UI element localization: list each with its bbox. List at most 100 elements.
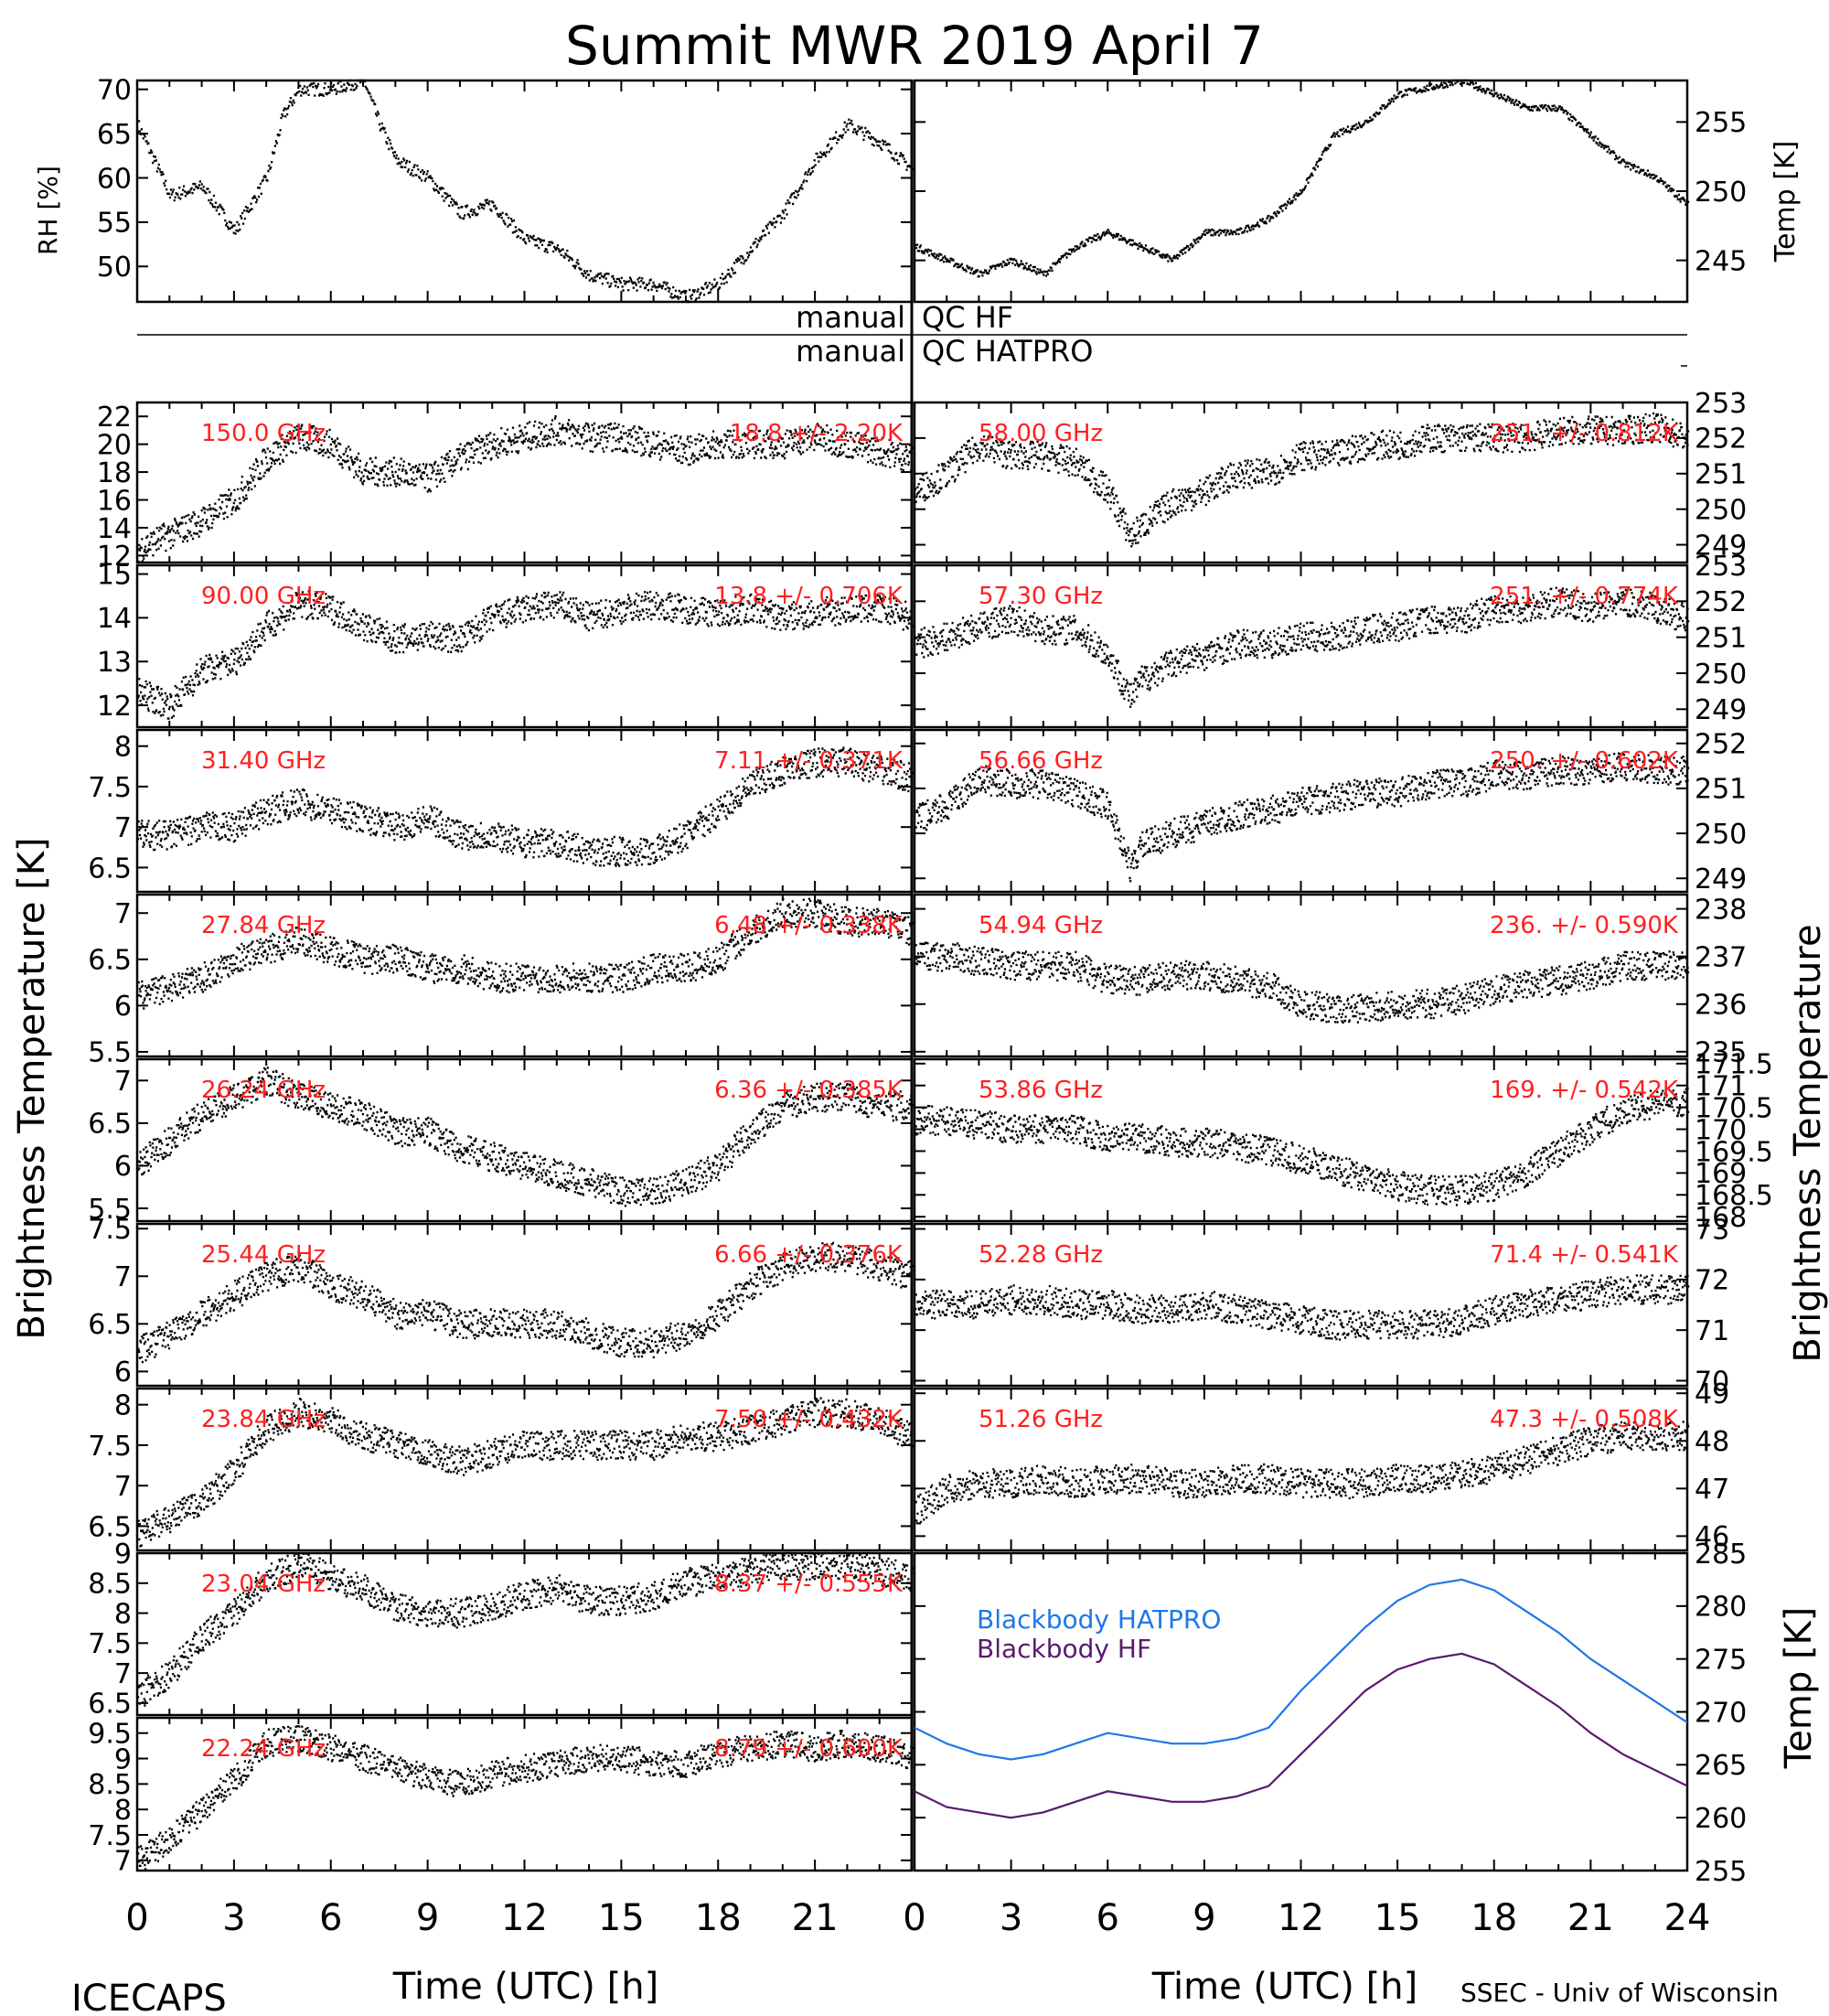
blackbody-hf-line <box>914 1652 1688 1819</box>
channel-summary-label: 18.8 +/- 2.20K <box>730 420 904 447</box>
channel-summary-label: 7.50 +/- 0.432K <box>714 1406 904 1433</box>
y-tick-label: 251 <box>1695 459 1747 491</box>
figure-title: Summit MWR 2019 April 7 <box>565 15 1264 77</box>
channel-frequency-label: 90.00 GHz <box>201 583 326 610</box>
tb-points <box>914 941 1690 1024</box>
legend-blackbody-hf: Blackbody HF <box>977 1634 1151 1664</box>
x-tick-label-right: 21 <box>1567 1897 1614 1939</box>
y-tick-label: 15 <box>97 559 132 591</box>
legend-blackbody-hatpro: Blackbody HATPRO <box>977 1604 1221 1635</box>
y-tick-label: 275 <box>1695 1644 1747 1676</box>
y-tick-label: 6.5 <box>88 1689 132 1721</box>
x-tick-label-left: 15 <box>598 1897 645 1939</box>
y-tick-label: 8 <box>114 1795 132 1827</box>
channel-frequency-label: 23.84 GHz <box>201 1406 326 1433</box>
y-tick-label: 6 <box>114 1151 132 1183</box>
y-tick-label: 250 <box>1695 177 1747 209</box>
y-tick-label: 12 <box>97 541 132 573</box>
tb-points <box>914 1087 1690 1206</box>
y-tick-label: 249 <box>1695 530 1747 562</box>
channel-frequency-label: 52.28 GHz <box>979 1241 1103 1269</box>
y-tick-label: 7 <box>114 1471 132 1503</box>
y-tick-label: 7.5 <box>88 1820 132 1852</box>
y-tick-label: 72 <box>1695 1265 1729 1297</box>
tb-points <box>137 1725 914 1871</box>
panel-frames: 5055606570245250255121416182022249250251… <box>88 74 1773 1939</box>
tb-points <box>914 752 1690 883</box>
y-tick-label: 14 <box>97 603 132 635</box>
qc-hatpro-left-label: manual <box>796 334 905 369</box>
y-tick-label: 7.5 <box>88 1431 132 1463</box>
y-tick-label: 7 <box>114 812 132 844</box>
footer-icecaps: ICECAPS <box>71 1978 227 2012</box>
y-tick-label: 7.5 <box>88 1628 132 1660</box>
y-tick-label: 7.5 <box>88 772 132 804</box>
y-tick-label: 251 <box>1695 622 1747 654</box>
y-tick-label: 171.5 <box>1695 1049 1773 1081</box>
x-tick-label-right: 12 <box>1278 1897 1324 1939</box>
y-tick-label: 47 <box>1695 1474 1729 1506</box>
tb-points <box>137 1241 914 1364</box>
time-axis-label-right: Time (UTC) [h] <box>1151 1966 1417 2008</box>
x-tick-label-right: 0 <box>903 1897 925 1939</box>
tb-points <box>137 746 914 867</box>
channel-frequency-label: 56.66 GHz <box>979 747 1103 775</box>
bb-temp-axis-label: Temp [K] <box>1778 1607 1820 1770</box>
x-tick-label-right: 18 <box>1471 1897 1517 1939</box>
y-tick-label: 8 <box>114 1390 132 1422</box>
y-tick-label: 9.5 <box>88 1719 132 1751</box>
blackbody-panel <box>913 1551 1689 1872</box>
y-tick-label: 8.5 <box>88 1569 132 1601</box>
tb-points <box>137 897 914 1010</box>
y-tick-label: 168.5 <box>1695 1180 1773 1212</box>
channel-frequency-label: 31.40 GHz <box>201 747 326 775</box>
data-layer: 150.0 GHz 18.8 +/- 2.20K 58.00 GHz 251. +/-… <box>137 79 1690 1871</box>
y-tick-label: 236 <box>1695 990 1747 1022</box>
y-tick-label: 9 <box>114 1539 132 1571</box>
y-tick-label: 255 <box>1695 1856 1747 1888</box>
y-tick-label: 16 <box>97 485 132 517</box>
y-tick-label: 13 <box>97 647 132 679</box>
channel-frequency-label: 51.26 GHz <box>979 1406 1103 1433</box>
y-tick-label: 171 <box>1695 1071 1747 1103</box>
y-tick-label: 5.5 <box>88 1037 132 1069</box>
y-tick-label: 7 <box>114 1846 132 1878</box>
y-tick-label: 50 <box>97 252 132 284</box>
tb-points <box>914 412 1690 548</box>
brightness-left-axis-label: Brightness Temperature [K] <box>11 837 53 1339</box>
tb-points <box>914 1274 1690 1341</box>
x-tick-label-left: 0 <box>125 1897 148 1939</box>
y-tick-label: 250 <box>1695 659 1747 691</box>
y-tick-label: 6.5 <box>88 853 132 885</box>
y-tick-label: 9 <box>114 1743 132 1775</box>
y-tick-label: 22 <box>97 402 132 434</box>
y-tick-label: 73 <box>1695 1214 1729 1246</box>
y-tick-label: 253 <box>1695 388 1747 420</box>
qc-hatpro-right-label: QC HATPRO <box>922 334 1093 369</box>
y-tick-label: 7 <box>114 1658 132 1690</box>
channel-frequency-label: 26.24 GHz <box>201 1077 326 1104</box>
channel-summary-label: 8.79 +/- 0.600K <box>714 1735 904 1763</box>
tb-points <box>137 590 914 720</box>
y-tick-label: 7 <box>114 1261 132 1293</box>
y-tick-label: 249 <box>1695 863 1747 895</box>
tb-points <box>137 1067 914 1207</box>
channel-frequency-label: 58.00 GHz <box>979 420 1103 447</box>
y-tick-label: 8 <box>114 1598 132 1630</box>
tb-points <box>914 1421 1690 1525</box>
channel-frequency-label: 53.86 GHz <box>979 1077 1103 1104</box>
channel-summary-label: 7.11 +/- 0.371K <box>714 747 904 775</box>
y-tick-label: 7 <box>114 898 132 930</box>
y-tick-label: 60 <box>97 163 132 195</box>
channel-summary-label: 71.4 +/- 0.541K <box>1490 1241 1679 1269</box>
y-tick-label: 170.5 <box>1695 1092 1773 1124</box>
y-tick-label: 6.5 <box>88 1109 132 1141</box>
y-tick-label: 65 <box>97 119 132 151</box>
y-tick-label: 14 <box>97 513 132 545</box>
y-tick-label: 70 <box>97 74 132 106</box>
y-tick-label: 18 <box>97 457 132 489</box>
x-tick-label-left: 21 <box>792 1897 839 1939</box>
x-tick-label-right: 3 <box>1000 1897 1022 1939</box>
tb-points <box>914 586 1690 708</box>
y-tick-label: 168 <box>1695 1202 1747 1234</box>
